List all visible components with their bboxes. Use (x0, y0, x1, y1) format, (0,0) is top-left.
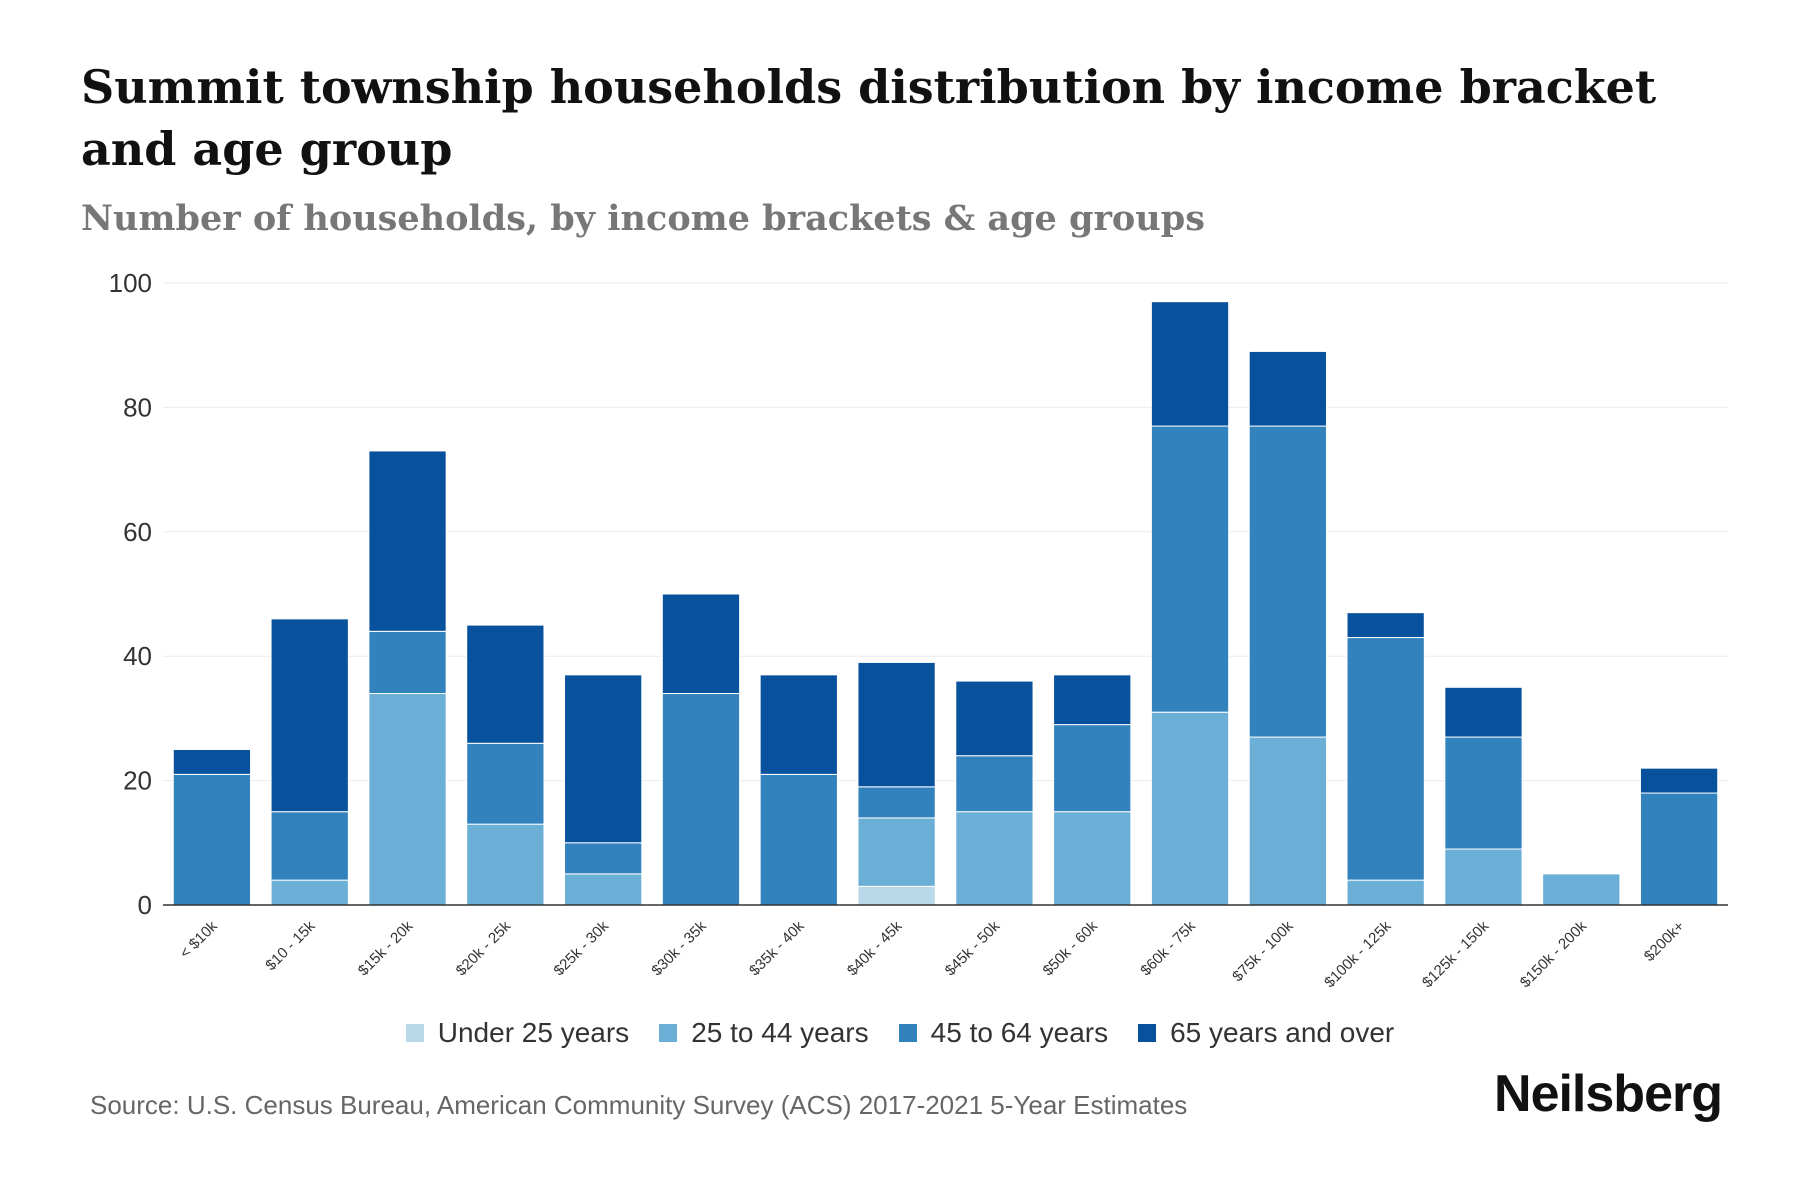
bar-segment-4 (466, 624, 545, 744)
y-tick-label: 20 (123, 766, 152, 796)
chart-subtitle: Number of households, by income brackets… (81, 198, 1205, 239)
x-tick-label: $75k - 100k (1229, 917, 1297, 985)
bar-segment-4 (172, 749, 252, 775)
bar-segment-4 (1150, 301, 1230, 427)
bar-segment-2 (368, 693, 447, 906)
bar-segment-4 (661, 593, 741, 695)
legend-swatch (405, 1024, 424, 1042)
bar-segment-3 (955, 755, 1034, 813)
bar-segment-4 (1053, 674, 1132, 726)
bar-segment-3 (1248, 425, 1327, 738)
x-tick-label: $150k - 200k (1517, 917, 1591, 991)
legend-label: 65 years and over (1170, 1017, 1395, 1048)
bar-segment-3 (759, 773, 838, 906)
x-tick-label: $20k - 25k (453, 917, 515, 979)
bar-segment-3 (1346, 637, 1425, 881)
x-tick-label: $125k - 150k (1419, 917, 1493, 991)
bar-segment-4 (270, 618, 349, 813)
bar-segment-2 (466, 823, 545, 906)
chart-legend: Under 25 years 25 to 44 years 45 to 64 yea… (0, 1017, 1800, 1049)
y-tick-label: 80 (123, 392, 152, 422)
bar-segment-3 (270, 811, 349, 881)
bar-segment-3 (1150, 425, 1230, 713)
legend-swatch (898, 1024, 917, 1042)
legend-item: 25 to 44 years (659, 1017, 869, 1049)
bar-segment-2 (1150, 711, 1230, 906)
y-tick-label: 60 (123, 517, 152, 547)
x-tick-label: $100k - 125k (1321, 917, 1395, 991)
x-tick-label: $35k - 40k (746, 917, 808, 979)
bar-segment-3 (466, 742, 545, 825)
bar-segment-4 (564, 674, 643, 844)
bar-segment-3 (172, 773, 252, 906)
bar-segment-2 (270, 879, 349, 906)
stacked-bar-chart: 0 20 40 60 80 100 < $10k $10 - 15k $15k - 20k $20… (109, 268, 1728, 991)
bar-segment-2 (857, 817, 936, 887)
x-tick-label: $45k - 50k (942, 917, 1004, 979)
x-tick-label: $60k - 75k (1137, 917, 1199, 979)
x-tick-label: < $10k (177, 917, 222, 962)
bar-segment-3 (1444, 736, 1523, 850)
bar-segment-4 (759, 674, 838, 775)
chart-title: Summit township households distribution … (81, 60, 1657, 176)
bar-segment-2 (1248, 736, 1327, 906)
bar-segment-4 (1248, 350, 1327, 427)
bar-segment-3 (661, 693, 741, 906)
bar-segment-4 (1346, 612, 1425, 639)
bar-segment-3 (1053, 724, 1132, 813)
legend-label: 45 to 64 years (930, 1017, 1109, 1048)
x-tick-label: $40k - 45k (844, 917, 906, 979)
bar-segment-2 (1346, 879, 1425, 906)
bar-segment-3 (857, 786, 936, 819)
bar-segment-4 (955, 680, 1034, 757)
bar-segment-4 (1639, 767, 1719, 794)
y-tick-label: 100 (109, 268, 152, 298)
bar-segment-2 (955, 811, 1034, 906)
y-tick-label: 40 (123, 641, 152, 671)
bar-segment-3 (564, 842, 643, 875)
legend-item: 65 years and over (1138, 1017, 1394, 1049)
bar-segment-4 (368, 450, 447, 632)
x-tick-label: $30k - 35k (648, 917, 710, 979)
neilsberg-logo: Neilsberg (1494, 1065, 1723, 1123)
x-tick-label: $200k+ (1641, 918, 1688, 965)
bar-segment-4 (857, 661, 936, 788)
legend-item: Under 25 years (405, 1017, 630, 1049)
x-tick-label: $15k - 20k (355, 917, 417, 979)
bar-segment-3 (368, 630, 447, 695)
bar-segment-2 (1542, 873, 1621, 906)
legend-swatch (659, 1024, 678, 1042)
source-note: Source: U.S. Census Bureau, American Com… (90, 1090, 1188, 1120)
bar-segment-1 (857, 885, 936, 906)
x-tick-label: $10 - 15k (262, 917, 319, 974)
y-tick-label: 0 (138, 890, 152, 920)
legend-label: 25 to 44 years (691, 1017, 869, 1048)
bar-segment-3 (1639, 792, 1719, 906)
x-tick-label: $50k - 60k (1039, 917, 1101, 979)
bar-segment-2 (1053, 811, 1132, 906)
legend-label: Under 25 years (437, 1017, 630, 1048)
bar-segment-2 (564, 873, 643, 906)
bar-segment-2 (1444, 848, 1523, 906)
legend-swatch (1138, 1024, 1157, 1042)
legend-item: 45 to 64 years (898, 1017, 1109, 1049)
bar-segment-4 (1444, 686, 1523, 738)
x-tick-label: $25k - 30k (550, 917, 612, 979)
